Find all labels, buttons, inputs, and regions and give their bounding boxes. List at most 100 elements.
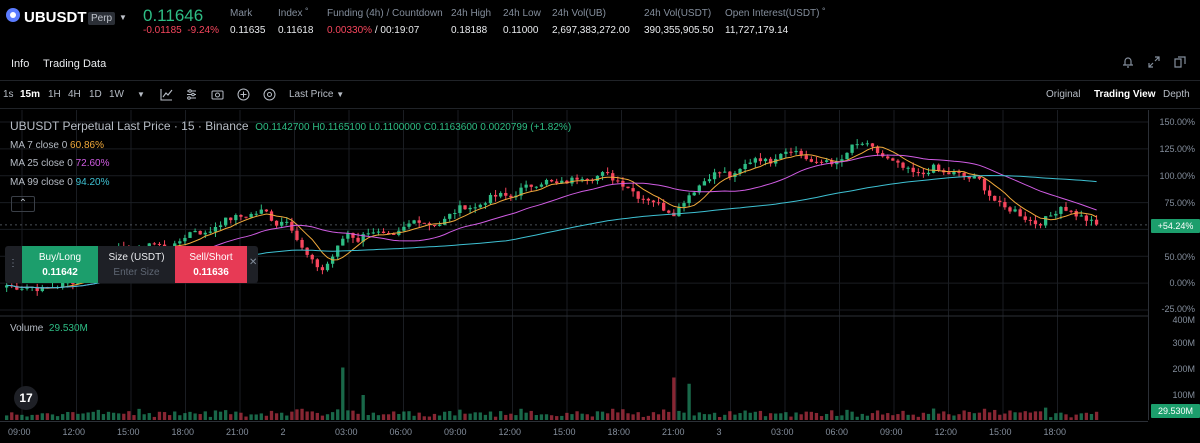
price-type-select[interactable]: Last Price ▼	[289, 89, 345, 100]
interval-4h[interactable]: 4H	[68, 89, 81, 100]
bell-icon[interactable]	[1122, 56, 1134, 68]
volume-bar	[386, 414, 391, 420]
volume-bar	[809, 411, 814, 420]
sell-short-button[interactable]: Sell/Short 0.11636	[175, 246, 247, 283]
volume-bar	[901, 410, 905, 420]
candle-body	[723, 171, 727, 173]
candle-body	[728, 171, 732, 178]
interval-1s[interactable]: 1s	[3, 89, 14, 100]
volume-bar	[692, 415, 696, 420]
candle-body	[570, 177, 574, 184]
candle-body	[779, 153, 783, 159]
interval-1h[interactable]: 1H	[48, 89, 61, 100]
drag-handle-icon[interactable]: ⋮	[8, 258, 18, 269]
volume-bar	[147, 413, 151, 420]
tab-info[interactable]: Info	[11, 58, 30, 70]
size-placeholder: Enter Size	[113, 267, 160, 278]
current-pct-badge: +54.24%	[1151, 219, 1200, 233]
volume-bar	[605, 413, 610, 420]
volume-bar	[203, 411, 207, 420]
buy-long-button[interactable]: Buy/Long 0.11642	[22, 246, 98, 283]
candle-body	[1054, 213, 1058, 216]
volume-bar	[392, 411, 396, 420]
chart-settings-icon[interactable]	[185, 88, 198, 101]
volume-bar	[743, 410, 747, 420]
tab-trading-data[interactable]: Trading Data	[43, 58, 107, 70]
popout-icon[interactable]	[1174, 56, 1186, 68]
interval-1w[interactable]: 1W	[109, 89, 124, 100]
volume-bar	[468, 413, 472, 420]
volume-bar	[244, 416, 248, 420]
volume-bar	[5, 415, 9, 420]
candle-body	[203, 232, 207, 235]
volume-bar	[1064, 414, 1068, 420]
candle-body	[972, 176, 976, 179]
volume-bar	[738, 413, 742, 420]
candle-body	[1074, 210, 1078, 217]
candle-body	[157, 243, 162, 245]
volume-bar	[753, 411, 757, 420]
volume-bar	[224, 410, 228, 420]
expand-icon[interactable]	[1148, 56, 1160, 68]
candle-body	[595, 175, 600, 181]
volume-bar	[1054, 413, 1058, 420]
candle-body	[855, 144, 859, 146]
volume-bar	[774, 413, 778, 420]
size-input[interactable]: Size (USDT) Enter Size	[98, 246, 175, 283]
collapse-legend-icon[interactable]: ⌃	[11, 196, 35, 212]
interval-1d[interactable]: 1D	[89, 89, 102, 100]
time-axis[interactable]: 09:00 12:00 15:00 18:00 21:00 2 03:00 06:00 09:0…	[0, 421, 1148, 443]
y-vol-label: 400M	[1172, 315, 1195, 325]
volume-bar	[514, 415, 518, 420]
volume-bar	[407, 411, 411, 420]
candle-body	[15, 285, 19, 290]
volume-bar	[580, 413, 584, 420]
candle-body	[534, 186, 538, 188]
ma7-legend: MA 7 close 0 60.86%	[10, 140, 104, 151]
volume-bar	[626, 413, 630, 420]
symbol-dropdown-icon[interactable]: ▼	[119, 13, 127, 22]
x-label: 06:00	[825, 427, 849, 437]
symbol-name[interactable]: UBUSDT	[24, 9, 87, 26]
candlestick-plot[interactable]	[0, 110, 1148, 420]
view-depth[interactable]: Depth	[1163, 89, 1190, 100]
candle-body	[320, 267, 325, 271]
stat-value-mark: 0.11635	[230, 25, 266, 36]
view-original[interactable]: Original	[1046, 89, 1081, 100]
price-axis[interactable]: 150.00% 125.00% 100.00% 75.00% 50.00% 0.…	[1148, 110, 1200, 420]
volume-bar	[458, 409, 462, 420]
candle-body	[376, 231, 381, 233]
candle-body	[901, 162, 905, 168]
candle-body	[453, 212, 457, 214]
gear-icon[interactable]	[263, 88, 276, 101]
indicator-icon[interactable]	[160, 88, 173, 101]
price-chart[interactable]	[0, 110, 1148, 420]
candle-body	[25, 287, 29, 289]
candle-body	[509, 195, 513, 198]
volume-bar	[590, 416, 595, 420]
add-icon[interactable]	[237, 88, 250, 101]
stat-label-vol-ub: 24h Vol(UB)	[552, 8, 606, 19]
volume-bar	[860, 413, 864, 420]
stat-value-high: 0.18188	[451, 25, 488, 36]
volume-bar	[356, 413, 360, 420]
volume-bar	[295, 409, 299, 420]
interval-dropdown-icon[interactable]: ▼	[137, 90, 145, 99]
view-trading-view[interactable]: Trading View	[1094, 89, 1156, 100]
candle-body	[697, 185, 701, 193]
candle-body	[264, 209, 269, 212]
candle-body	[967, 176, 971, 179]
close-icon[interactable]: ✕	[249, 257, 258, 268]
volume-bar	[432, 413, 437, 420]
candle-body	[1084, 215, 1089, 221]
y-vol-label: 100M	[1172, 390, 1195, 400]
volume-bar	[891, 415, 895, 420]
volume-bar	[478, 412, 482, 420]
interval-15m[interactable]: 15m	[20, 89, 41, 100]
candle-body	[768, 158, 773, 164]
tradingview-logo-icon[interactable]: 17	[14, 386, 38, 410]
candle-body	[565, 180, 569, 184]
volume-bar	[371, 412, 376, 420]
volume-bar	[488, 411, 493, 420]
camera-icon[interactable]	[211, 88, 224, 101]
